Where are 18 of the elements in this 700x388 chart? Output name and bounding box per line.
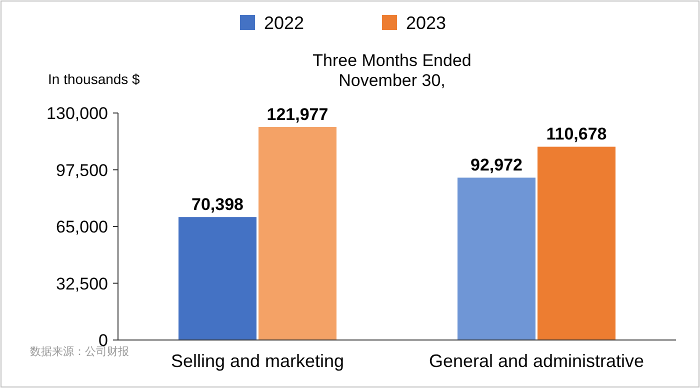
y-tick-label: 130,000 [46, 104, 108, 123]
x-tick-label: General and administrative [428, 351, 644, 371]
x-tick-label: Selling and marketing [170, 351, 344, 371]
y-axis-title: In thousands $ [48, 71, 140, 87]
bar [458, 178, 536, 340]
data-label: 110,678 [546, 124, 607, 144]
bar [178, 217, 256, 340]
y-tick-label: 65,000 [56, 218, 108, 236]
y-tick-label: 32,500 [56, 274, 108, 294]
legend-label: 2023 [406, 13, 446, 33]
bar [258, 127, 336, 340]
legend-label: 2022 [264, 13, 304, 33]
chart-title: Three Months Ended November 30, [312, 51, 472, 90]
data-label: 92,972 [470, 156, 522, 175]
data-label: 70,398 [192, 195, 244, 214]
bar [538, 146, 616, 340]
y-tick-label: 97,500 [56, 160, 108, 180]
data-label: 121,977 [266, 105, 328, 124]
